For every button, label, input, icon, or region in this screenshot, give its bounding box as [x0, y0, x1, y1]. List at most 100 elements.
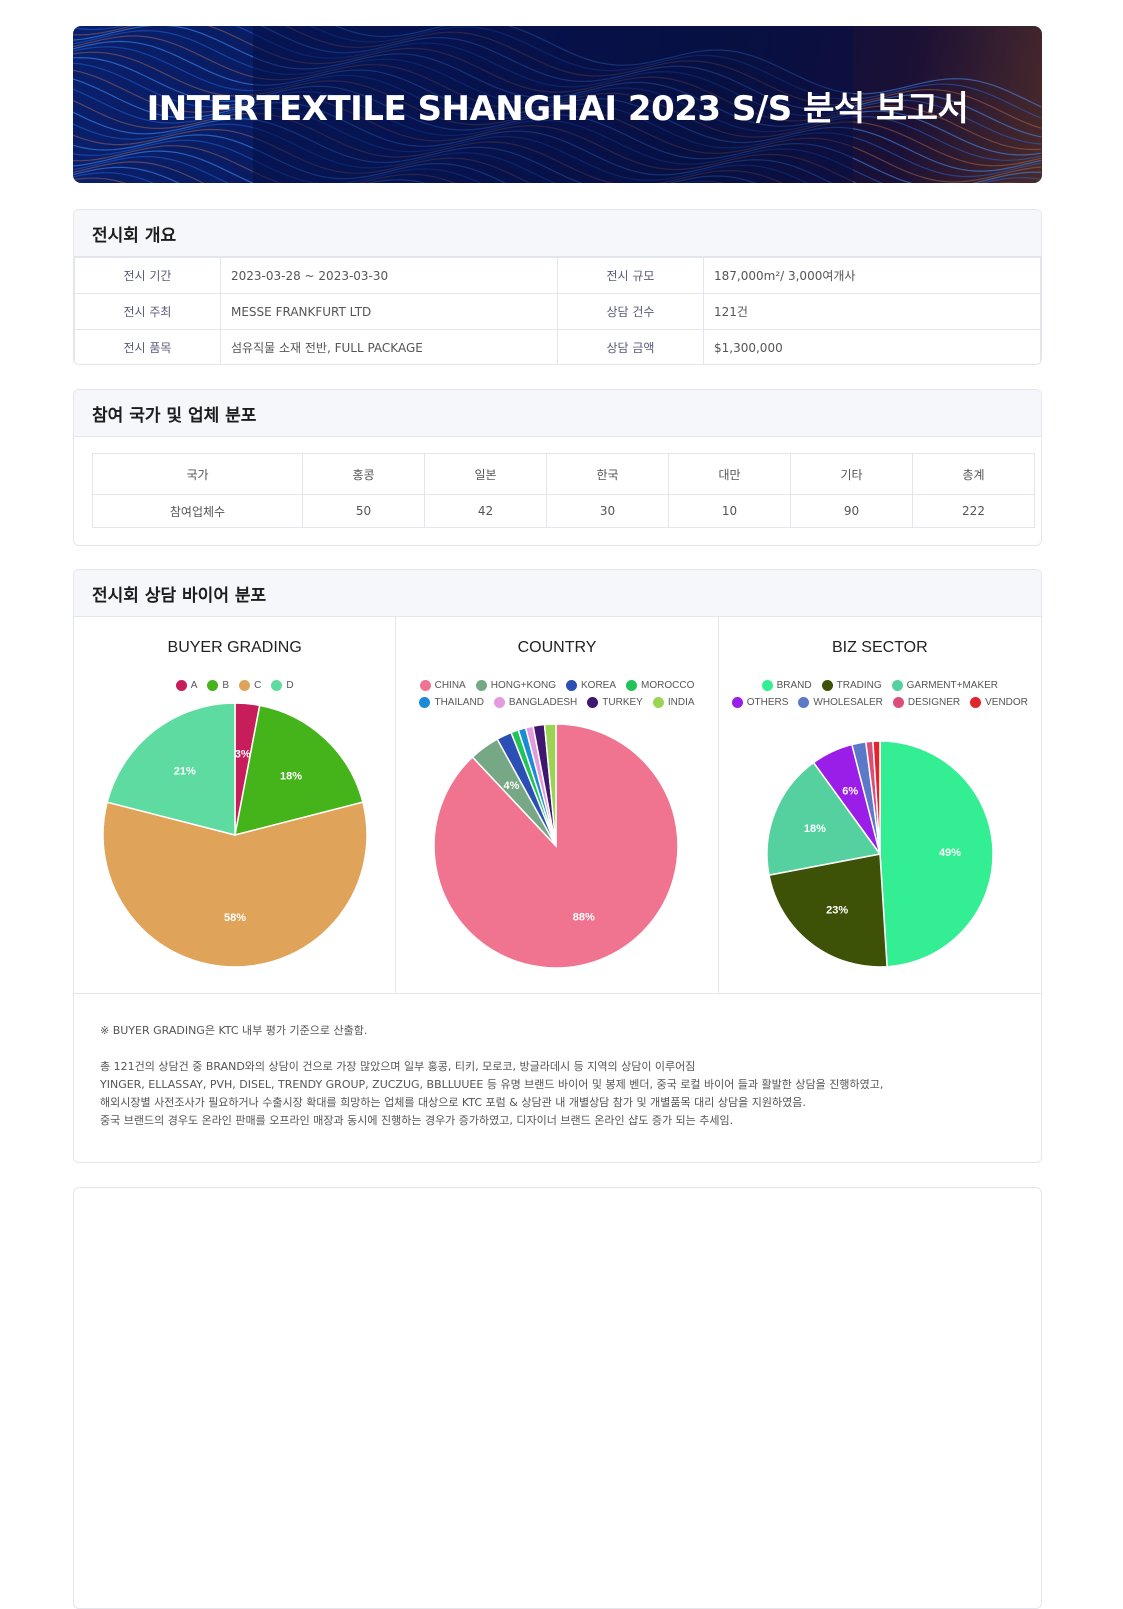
chart-legend: CHINA HONG+KONG KOREA MOROCCO THAILAND BANGLA… — [404, 680, 709, 708]
pie-slice-vendor[interactable] — [871, 740, 881, 855]
note-line: 해외시장별 사전조사가 필요하거나 수출시장 확대를 희망하는 업체를 대상으로… — [100, 1096, 806, 1109]
wave-pattern — [73, 26, 1042, 183]
table-cell: 222 — [912, 494, 1035, 528]
legend-label: BRAND — [776, 680, 812, 691]
legend-item[interactable]: VENDOR — [970, 697, 1028, 708]
legend-swatch — [207, 680, 219, 691]
grading-note: ※ BUYER GRADING은 KTC 내부 평가 기준으로 산출함. — [100, 1024, 368, 1037]
buyers-card: 전시회 상담 바이어 분포 BUYER GRADING A B C D 3% 18% 58… — [73, 569, 1042, 1163]
legend-item[interactable]: CHINA — [419, 680, 466, 691]
participation-table: 국가 홍콩 일본 한국 대만 기타 총계 참여업체수 50 42 30 10 9… — [92, 453, 1035, 528]
column-header: 홍콩 — [302, 453, 425, 495]
legend-swatch — [419, 680, 431, 691]
legend-item[interactable]: TURKEY — [587, 697, 643, 708]
overview-value: 섬유직물 소재 전반, FULL PACKAGE — [220, 329, 558, 364]
note-line: 총 121건의 상담건 중 BRAND와의 상담이 건으로 가장 많았으며 일부… — [100, 1060, 696, 1073]
legend-swatch — [626, 680, 638, 691]
legend-label: D — [286, 680, 294, 691]
overview-table: 전시 기간 2023-03-28 ~ 2023-03-30 전시 규모 187,… — [74, 257, 1041, 364]
pie-slice-b[interactable] — [234, 704, 364, 837]
buyers-heading: 전시회 상담 바이어 분포 — [74, 570, 1041, 617]
chart-legend: BRAND TRADING GARMENT+MAKER OTHERS WHOLESALE… — [727, 680, 1033, 708]
overview-value: 187,000m²/ 3,000여개사 — [703, 257, 1041, 294]
legend-item[interactable]: THAILAND — [419, 697, 484, 708]
column-header: 대만 — [668, 453, 791, 495]
legend-item[interactable]: A — [175, 680, 197, 691]
participation-card: 참여 국가 및 업체 분포 국가 홍콩 일본 한국 대만 기타 총계 참여업체수… — [73, 389, 1042, 546]
column-header: 총계 — [912, 453, 1035, 495]
data-label: 6% — [842, 786, 858, 798]
legend-label: CHINA — [434, 680, 466, 691]
overview-label: 전시 규모 — [557, 257, 704, 294]
table-cell: 참여업체수 — [92, 494, 303, 528]
empty-card — [73, 1187, 1042, 1609]
data-label: 23% — [826, 904, 848, 916]
legend-item[interactable]: BRAND — [761, 680, 812, 691]
legend-label: THAILAND — [434, 697, 484, 708]
chart-buyer-grading: BUYER GRADING A B C D 3% 18% 58% 21% — [74, 617, 397, 993]
legend-swatch — [731, 697, 743, 708]
legend-swatch — [821, 680, 833, 691]
pie-slice-brand[interactable] — [878, 740, 994, 968]
overview-label: 상담 건수 — [557, 293, 704, 330]
notes: ※ BUYER GRADING은 KTC 내부 평가 기준으로 산출함. 총 1… — [74, 994, 1041, 1130]
legend-item[interactable]: KOREA — [566, 680, 616, 691]
legend-item[interactable]: C — [239, 680, 261, 691]
legend-swatch — [419, 697, 431, 708]
legend-label: KOREA — [581, 680, 617, 691]
overview-label: 상담 금액 — [557, 329, 704, 364]
overview-label: 전시 기간 — [74, 257, 221, 294]
legend-swatch — [652, 697, 664, 708]
chart-title: BIZ SECTOR — [831, 639, 928, 656]
overview-label: 전시 주최 — [74, 293, 221, 330]
pie-slice-garment-maker[interactable] — [765, 761, 881, 877]
table-cell: 90 — [790, 494, 913, 528]
legend-item[interactable]: BANGLADESH — [493, 697, 578, 708]
legend-item[interactable]: MOROCCO — [626, 680, 694, 691]
legend-item[interactable]: B — [207, 680, 229, 691]
legend-item[interactable]: OTHERS — [731, 697, 788, 708]
chart-title: COUNTRY — [517, 639, 597, 656]
table-row: 참여업체수 50 42 30 10 90 222 — [92, 494, 1035, 528]
pie-chart: 3% 18% 58% 21% — [102, 702, 368, 968]
pie-slice-d[interactable] — [106, 702, 236, 836]
legend-item[interactable]: INDIA — [652, 697, 695, 708]
data-label: 18% — [280, 770, 302, 782]
overview-heading: 전시회 개요 — [74, 210, 1041, 257]
title-banner: INTERTEXTILE SHANGHAI 2023 S/S 분석 보고서 — [73, 26, 1042, 183]
legend-swatch — [493, 697, 505, 708]
legend-label: DESIGNER — [907, 697, 961, 708]
column-header: 국가 — [92, 453, 303, 495]
data-label: 88% — [573, 911, 595, 923]
legend-label: TURKEY — [602, 697, 643, 708]
legend-item[interactable]: GARMENT+MAKER — [891, 680, 998, 691]
legend-label: TRADING — [836, 680, 882, 691]
legend-label: HONG+KONG — [490, 680, 557, 691]
legend-swatch — [891, 680, 903, 691]
legend-swatch — [239, 680, 251, 691]
legend-swatch — [798, 697, 810, 708]
note-line: YINGER, ELLASSAY, PVH, DISEL, TRENDY GRO… — [100, 1078, 884, 1091]
pie-slice-c[interactable] — [102, 801, 368, 968]
pie-slice-india[interactable] — [544, 723, 558, 847]
report-page: INTERTEXTILE SHANGHAI 2023 S/S 분석 보고서 전시… — [73, 26, 1042, 1609]
legend-item[interactable]: DESIGNER — [892, 697, 961, 708]
legend-swatch — [892, 697, 904, 708]
table-row: 전시 기간 2023-03-28 ~ 2023-03-30 전시 규모 187,… — [74, 257, 1041, 294]
column-header: 기타 — [790, 453, 913, 495]
legend-item[interactable]: TRADING — [821, 680, 882, 691]
legend-label: C — [254, 680, 262, 691]
page-title: INTERTEXTILE SHANGHAI 2023 S/S 분석 보고서 — [146, 89, 969, 129]
data-label: 18% — [804, 823, 826, 835]
table-row: 전시 품목 섬유직물 소재 전반, FULL PACKAGE 상담 금액 $1,… — [74, 329, 1041, 364]
legend-label: BANGLADESH — [508, 697, 578, 708]
legend-item[interactable]: D — [271, 680, 294, 691]
overview-value: 121건 — [703, 293, 1041, 330]
legend-swatch — [566, 680, 578, 691]
pie-slice-trading[interactable] — [767, 853, 888, 968]
legend-item[interactable]: WHOLESALER — [798, 697, 883, 708]
legend-swatch — [587, 697, 599, 708]
overview-card: 전시회 개요 전시 기간 2023-03-28 ~ 2023-03-30 전시 … — [73, 209, 1042, 365]
legend-item[interactable]: HONG+KONG — [475, 680, 557, 691]
legend-swatch — [271, 680, 283, 691]
